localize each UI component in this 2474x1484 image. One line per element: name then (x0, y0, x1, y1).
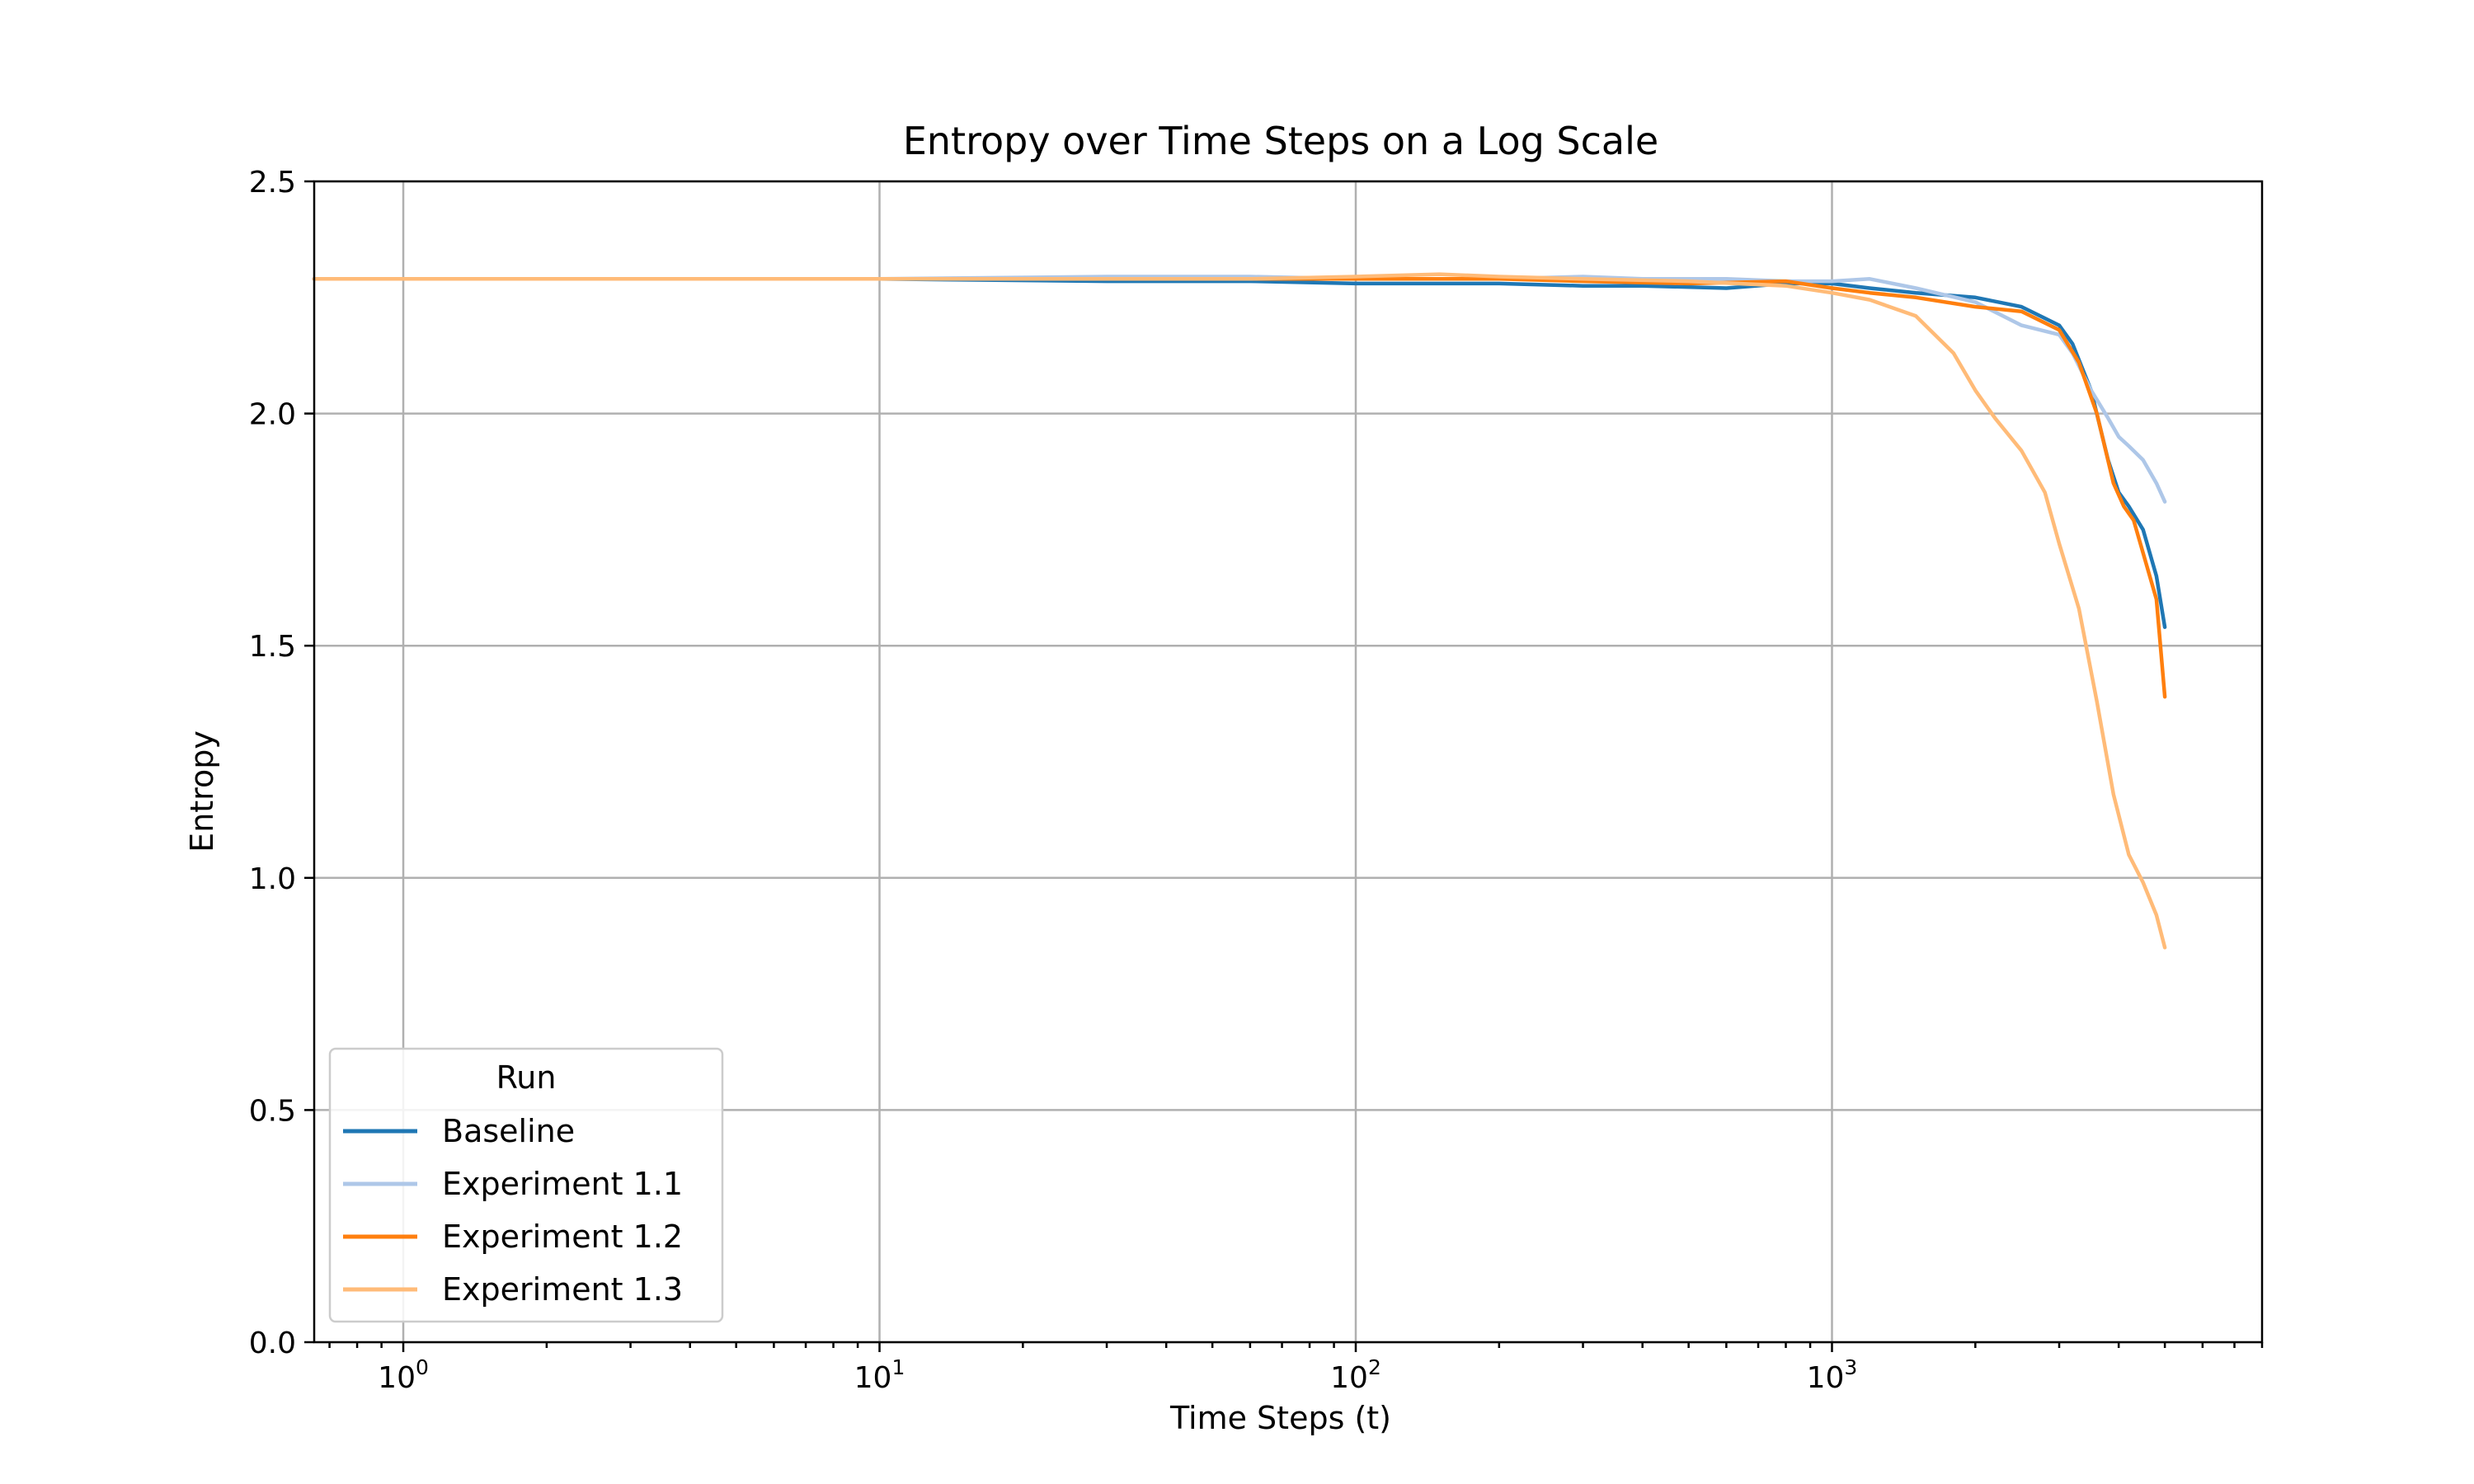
chart-title: Entropy over Time Steps on a Log Scale (903, 119, 1658, 163)
series-line-0 (312, 277, 2167, 629)
legend-title: Run (496, 1059, 557, 1096)
legend-label-2: Experiment 1.2 (442, 1219, 683, 1255)
legend-label-1: Experiment 1.1 (442, 1166, 683, 1202)
series-line-2 (312, 277, 2167, 699)
y-tick-label-1: 0.5 (249, 1094, 296, 1128)
axis-ticks: 100 101 102 103 0.0 0.5 1.0 1.5 2.0 2.5 (249, 166, 2264, 1395)
x-axis-label: Time Steps (t) (1169, 1400, 1391, 1436)
legend-label-3: Experiment 1.3 (442, 1271, 683, 1308)
legend-label-0: Baseline (442, 1113, 575, 1149)
x-tick-label-1: 101 (854, 1355, 905, 1395)
y-tick-label-3: 1.5 (249, 630, 296, 664)
y-tick-label-2: 1.0 (249, 862, 296, 896)
y-tick-label-4: 2.0 (249, 398, 296, 432)
x-tick-label-0: 100 (378, 1355, 429, 1395)
series-lines (312, 272, 2167, 950)
x-tick-label-3: 103 (1807, 1355, 1858, 1395)
x-tick-label-2: 102 (1330, 1355, 1381, 1395)
plot-frame (313, 180, 2264, 1344)
legend-box (328, 1047, 724, 1323)
legend: Run Baseline Experiment 1.1 Experiment 1.2… (328, 1047, 724, 1323)
series-line-1 (312, 275, 2167, 504)
y-tick-label-0: 0.0 (249, 1327, 296, 1360)
y-axis-label: Entropy (184, 730, 220, 852)
series-line-3 (312, 272, 2167, 950)
y-tick-label-5: 2.5 (249, 166, 296, 200)
